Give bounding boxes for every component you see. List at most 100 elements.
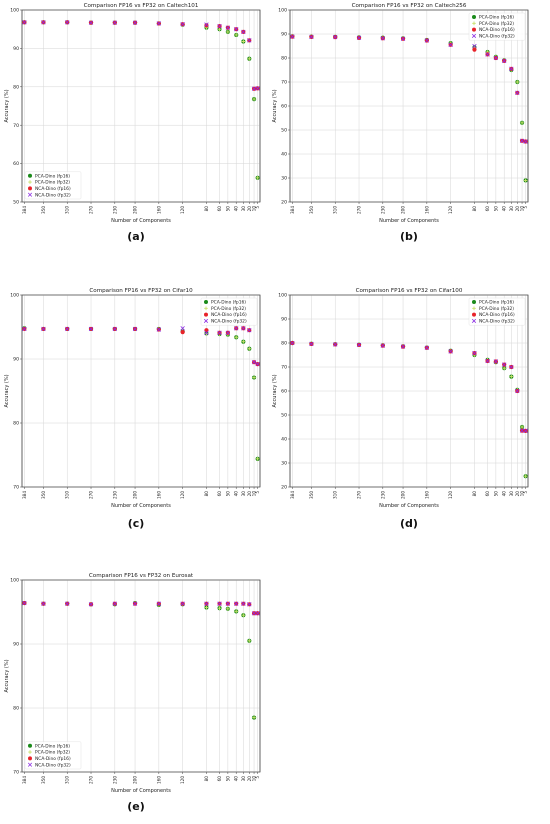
data-point [424,345,430,350]
legend: PCA-Dino (fp16)PCA-Dino (fp32)NCA-Dino (… [24,741,82,770]
x-tick-label: 270 [357,491,362,499]
legend-marker [28,743,32,748]
x-tick-label: 160 [156,491,161,499]
data-point [247,639,252,643]
x-tick-label: 80 [472,491,477,497]
data-point [88,602,94,607]
data-point [204,23,209,28]
data-point [255,611,260,616]
legend-marker [28,173,32,178]
data-point [241,339,246,344]
data-point [112,20,118,25]
data-point [333,342,338,347]
x-tick-label: 30 [509,491,514,497]
x-tick-label: 120 [180,206,185,214]
x-tick-label: 20 [247,206,252,212]
data-point [22,600,27,606]
data-point [234,601,239,606]
x-tick-label: 5 [255,206,260,209]
data-point [448,349,453,354]
legend-label: NCA-Dino (fp16) [211,312,247,318]
data-point [509,66,514,71]
legend-label: PCA-Dino (fp32) [35,750,70,756]
y-tick-label: 90 [13,642,19,648]
x-tick-label: 350 [41,776,46,784]
data-point [509,364,514,370]
data-point [204,601,209,606]
data-point [241,613,246,617]
x-tick-label: 384 [290,206,295,214]
data-point [380,36,386,41]
legend: PCA-Dino (fp16)PCA-Dino (fp32)NCA-Dino (… [468,297,526,326]
data-point [290,340,295,346]
x-tick-label: 160 [424,491,429,499]
legend: PCA-Dino (fp16)PCA-Dino (fp32)NCA-Dino (… [24,171,82,200]
panel-label: (c) [128,517,145,530]
legend-box [468,297,526,326]
x-tick-label: 270 [89,491,94,499]
data-point [520,425,524,429]
data-point [290,34,295,39]
y-tick-label: 100 [10,578,19,584]
x-tick-label: 350 [41,491,46,499]
data-point [217,601,222,606]
legend-label: NCA-Dino (fp16) [479,312,515,318]
x-tick-label: 120 [448,206,453,214]
x-axis-label: Number of Components [111,788,171,794]
data-point [523,474,528,478]
x-tick-label: 20 [515,206,520,212]
y-tick-label: 100 [10,293,19,299]
data-point [255,176,260,180]
legend-marker [472,300,476,304]
data-point [132,20,138,25]
x-tick-label: 80 [204,206,209,212]
data-point [41,326,46,332]
chart-title: Comparison FP16 vs FP32 on Caltech256 [352,3,467,9]
x-tick-label: 230 [380,206,385,214]
data-point [515,80,520,84]
plot-area [21,294,261,488]
x-tick-label: 10 [252,776,257,782]
x-tick-label: 60 [485,491,490,497]
chart-panel-3: Comparison FP16 vs FP32 on Cifar10 70 80 90… [4,288,261,509]
chart-title: Comparison FP16 vs FP32 on Eurosat [89,573,194,579]
data-point [255,361,260,367]
data-point [204,22,209,27]
x-tick-label: 50 [225,491,230,497]
data-point [217,606,222,610]
x-tick-label: 200 [401,206,406,214]
y-tick-label: 30 [281,461,287,467]
x-tick-label: 230 [112,491,117,499]
y-tick-label: 40 [281,152,287,158]
data-point [156,327,162,332]
legend-marker [472,312,476,317]
y-tick-label: 70 [13,770,19,776]
x-tick-label: 350 [309,491,314,499]
data-point [22,20,27,25]
legend-label: PCA-Dino (fp32) [479,306,514,312]
x-tick-label: 60 [485,206,490,212]
x-tick-label: 310 [65,776,70,784]
x-tick-label: 50 [225,776,230,782]
x-tick-label: 80 [204,491,209,497]
y-tick-label: 100 [10,8,19,14]
data-point [520,121,524,125]
legend-marker [471,318,477,323]
x-tick-label: 384 [22,491,27,499]
data-point [225,25,231,30]
data-point [251,360,257,365]
data-point [156,21,162,26]
data-point [523,178,528,183]
data-point [247,346,252,351]
data-point [225,601,231,606]
x-tick-label: 120 [448,491,453,499]
y-axis-label: Accuracy (%) [272,89,278,122]
y-tick-label: 70 [281,365,287,371]
y-tick-label: 20 [281,200,287,206]
y-tick-label: 70 [13,123,19,129]
data-point [180,601,185,606]
legend-marker [203,318,209,323]
legend-marker [28,180,32,184]
x-tick-label: 270 [357,206,362,214]
legend-marker [28,186,32,191]
